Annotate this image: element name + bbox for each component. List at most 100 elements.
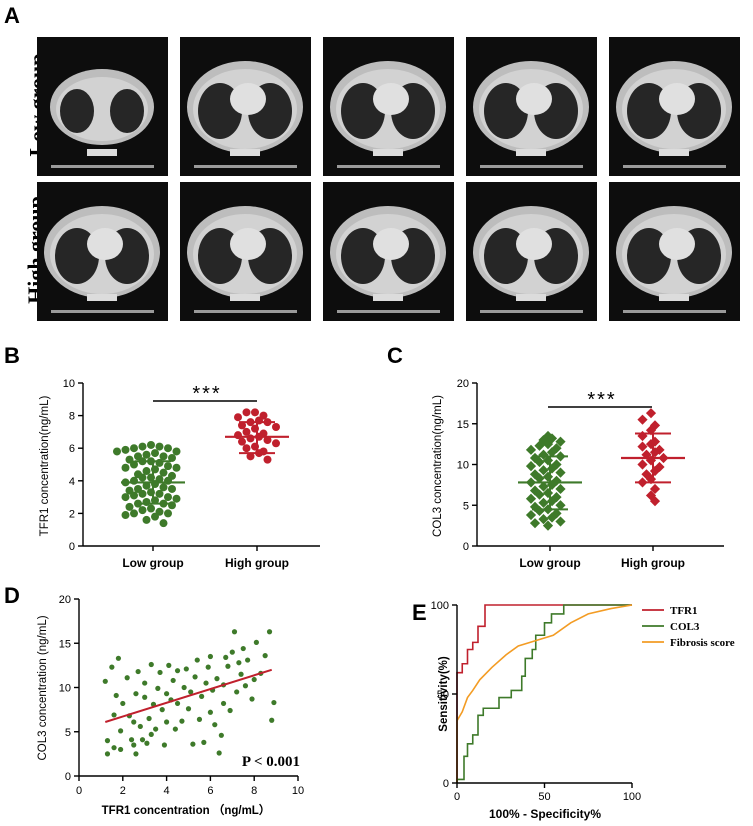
- chart-b-point: [168, 484, 176, 493]
- chart-c-point: [645, 408, 657, 419]
- chart-e-y-tick-label: 100: [431, 600, 449, 612]
- chart-b-point: [242, 427, 251, 436]
- chart-c-y-tick-label: 5: [463, 500, 469, 512]
- chart-d-point: [118, 746, 124, 753]
- chart-c-point: [534, 473, 545, 484]
- chart-c-point: [637, 459, 648, 470]
- chart-d-point: [194, 657, 200, 663]
- chart-b-point: [142, 515, 151, 524]
- chart-b-y-tick-label: 8: [69, 411, 75, 423]
- chart-b-point: [242, 444, 251, 453]
- chart-d-fit-line: [104, 668, 273, 723]
- chart-b-point: [151, 512, 159, 521]
- chart-d-point: [231, 629, 238, 635]
- chart-d-point: [166, 662, 172, 668]
- chart-c-y-tick-label: 10: [457, 460, 469, 472]
- chart-e-legend-label: COL3: [670, 621, 700, 633]
- panel-letter-b: B: [4, 343, 20, 368]
- chart-b-point: [263, 436, 272, 445]
- chart-b-point: [164, 493, 172, 502]
- chart-b-point: [121, 511, 130, 520]
- chart-b-point: [121, 493, 130, 502]
- chart-c-y-tick-label: 20: [457, 378, 469, 390]
- chart-b-point: [130, 460, 138, 469]
- chart-b-ylabel: TFR1 concentration(ng/mL): [39, 396, 51, 537]
- chart-e-series-fibrosis-score: [456, 604, 633, 783]
- chart-d-point: [128, 737, 135, 743]
- chart-b-point: [164, 462, 172, 471]
- ct-scan-image: [180, 37, 311, 176]
- chart-b-point: [142, 450, 151, 459]
- chart-b-point: [168, 453, 176, 462]
- chart-b-point: [151, 449, 159, 458]
- chart-d-point: [124, 675, 130, 681]
- chart-c-point: [555, 467, 566, 478]
- chart-b-point: [147, 504, 155, 513]
- ct-scan-image: [609, 182, 740, 321]
- chart-d-point: [157, 669, 163, 676]
- chart-b-y-tick-label: 0: [69, 541, 75, 553]
- chart-b-point: [164, 509, 172, 518]
- chart-d-pvalue: P < 0.001: [242, 754, 300, 770]
- chart-d-point: [190, 741, 196, 747]
- chart-b-point: [246, 452, 255, 461]
- chart-d-point: [111, 745, 117, 751]
- chart-c-point: [525, 461, 537, 472]
- chart-d-point: [174, 700, 181, 707]
- chart-b-point: [238, 437, 246, 446]
- chart-c-point: [538, 481, 549, 492]
- chart-d-point: [196, 716, 203, 722]
- chart-d-xlabel: TFR1 concentration （ng/mL）: [102, 803, 271, 817]
- chart-e-xlabel: 100% - Specificity%: [489, 807, 601, 821]
- chart-e-y-tick-label: 0: [443, 778, 449, 790]
- chart-d-x-tick-label: 0: [76, 785, 82, 797]
- chart-d-y-tick-label: 10: [59, 683, 71, 695]
- chart-c-y-tick-label: 0: [463, 541, 469, 553]
- chart-b-point: [238, 421, 246, 430]
- chart-d-point: [205, 664, 211, 670]
- chart-d-point: [170, 677, 176, 684]
- chart-c-point: [546, 512, 558, 523]
- chart-d-point: [199, 693, 205, 699]
- chart-b-point: [125, 502, 134, 511]
- chart-c-point: [555, 516, 566, 527]
- chart-d-point: [183, 666, 189, 672]
- ct-scan-image: [466, 182, 597, 321]
- chart-c-ylabel: COL3 concentration(ng/mL): [432, 395, 444, 537]
- chart-c-point: [529, 518, 541, 529]
- chart-d-point: [164, 691, 170, 697]
- chart-d-point: [172, 726, 178, 732]
- chart-b-point: [242, 408, 251, 417]
- chart-d-point: [201, 739, 207, 745]
- chart-d-point: [227, 707, 233, 714]
- chart-c-point: [649, 483, 661, 495]
- chart-b-point: [159, 519, 168, 528]
- chart-b-point: [130, 491, 138, 500]
- chart-d-point: [137, 723, 143, 730]
- chart-d-point: [216, 750, 222, 756]
- chart-d-point: [271, 699, 277, 706]
- chart-d-point: [220, 700, 227, 707]
- chart-d-point: [238, 671, 244, 677]
- chart-b-point: [159, 483, 168, 492]
- chart-b-point: [142, 481, 151, 490]
- chart-d-point: [104, 751, 111, 757]
- chart-d-point: [174, 668, 181, 674]
- chart-b-point: [113, 447, 121, 456]
- chart-d-point: [148, 661, 154, 668]
- chart-b-point: [155, 489, 164, 498]
- chart-c-point: [534, 489, 545, 500]
- chart-b-point: [172, 447, 181, 456]
- chart-d-point: [240, 645, 246, 652]
- chart-d-point: [229, 649, 235, 655]
- chart-b-point: [147, 440, 155, 449]
- chart-c-point: [542, 439, 554, 450]
- chart-d-point: [249, 696, 255, 702]
- chart-d-point: [115, 655, 122, 661]
- chart-c-point: [542, 520, 554, 531]
- chart-c-point: [555, 483, 566, 495]
- chart-d-point: [161, 742, 168, 748]
- chart-e-ylabel: Sensitivity(%): [438, 656, 450, 732]
- chart-b-point: [130, 444, 138, 453]
